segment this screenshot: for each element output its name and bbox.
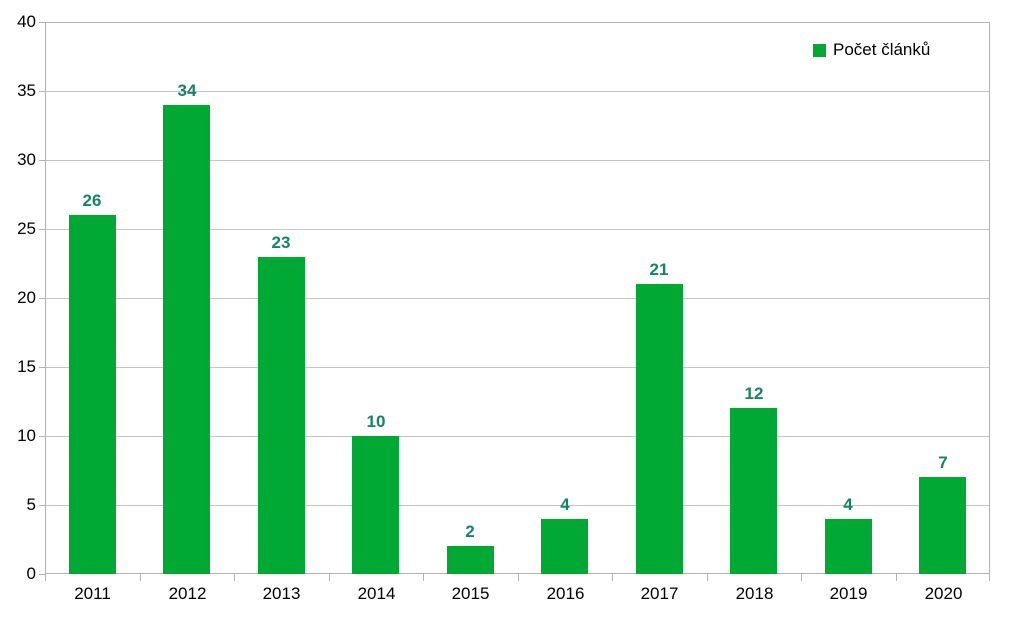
- y-axis-tick-label: 30: [17, 150, 36, 169]
- bar: [69, 215, 116, 574]
- gridline: [46, 298, 989, 299]
- bar: [541, 519, 588, 574]
- bar-value-label: 7: [938, 453, 948, 472]
- x-axis-tick-mark: [989, 574, 990, 581]
- bar-value-label: 34: [177, 81, 197, 100]
- y-axis-tick-label: 35: [17, 81, 36, 100]
- y-axis-tick-mark: [39, 298, 45, 299]
- y-axis-tick-label: 25: [17, 219, 36, 238]
- x-axis-tick-mark: [518, 574, 519, 581]
- x-axis-tick-label: 2018: [735, 584, 774, 603]
- bar-value-label: 10: [366, 412, 386, 431]
- bar-value-label: 12: [744, 384, 764, 403]
- x-axis-tick-label: 2017: [640, 584, 679, 603]
- bar: [825, 519, 872, 574]
- y-axis-tick-mark: [39, 160, 45, 161]
- bar: [163, 105, 210, 574]
- bar: [447, 546, 494, 574]
- x-axis-tick-mark: [707, 574, 708, 581]
- x-axis-tick-mark: [329, 574, 330, 581]
- bar-value-label: 2: [465, 522, 475, 541]
- bar-value-label: 26: [82, 191, 102, 210]
- bar-value-label: 23: [271, 233, 291, 252]
- y-axis-tick-mark: [39, 22, 45, 23]
- x-axis-tick-label: 2011: [74, 584, 111, 603]
- x-axis-tick-mark: [423, 574, 424, 581]
- y-axis-tick-label: 20: [17, 288, 36, 307]
- gridline: [46, 229, 989, 230]
- x-axis-tick-label: 2014: [357, 584, 396, 603]
- bar-value-label: 4: [843, 495, 853, 514]
- y-axis-tick-label: 15: [17, 357, 36, 376]
- gridline: [46, 91, 989, 92]
- legend-label: Počet článků: [833, 40, 931, 59]
- x-axis-tick-label: 2019: [829, 584, 868, 603]
- x-axis-tick-mark: [801, 574, 802, 581]
- y-axis-tick-mark: [39, 574, 45, 575]
- x-axis-tick-label: 2015: [451, 584, 490, 603]
- y-axis-tick-label: 0: [26, 564, 36, 583]
- x-axis-tick-label: 2016: [546, 584, 585, 603]
- y-axis-tick-mark: [39, 91, 45, 92]
- bar: [352, 436, 399, 574]
- y-axis-tick-mark: [39, 436, 45, 437]
- y-axis-tick-mark: [39, 505, 45, 506]
- x-axis-tick-mark: [45, 574, 46, 581]
- y-axis-tick-label: 10: [17, 426, 36, 445]
- gridline: [46, 436, 989, 437]
- y-axis-tick-mark: [39, 229, 45, 230]
- x-axis-tick-label: 2013: [262, 584, 301, 603]
- gridline: [46, 367, 989, 368]
- y-axis-tick-label: 5: [26, 495, 36, 514]
- bar: [919, 477, 966, 574]
- bar: [258, 257, 305, 574]
- y-axis-tick-mark: [39, 367, 45, 368]
- bar-value-label: 21: [649, 260, 669, 279]
- x-axis-tick-label: 2020: [924, 584, 963, 603]
- x-axis-tick-mark: [612, 574, 613, 581]
- x-axis-tick-mark: [896, 574, 897, 581]
- gridline: [46, 160, 989, 161]
- legend: Počet článků: [813, 40, 930, 60]
- bar: [730, 408, 777, 574]
- bar-value-label: 4: [560, 495, 570, 514]
- gridline: [46, 505, 989, 506]
- bar: [636, 284, 683, 574]
- green-square-icon: [813, 43, 826, 57]
- y-axis-tick-label: 40: [17, 12, 36, 31]
- x-axis-tick-label: 2012: [168, 584, 207, 603]
- x-axis-tick-mark: [234, 574, 235, 581]
- x-axis-tick-mark: [140, 574, 141, 581]
